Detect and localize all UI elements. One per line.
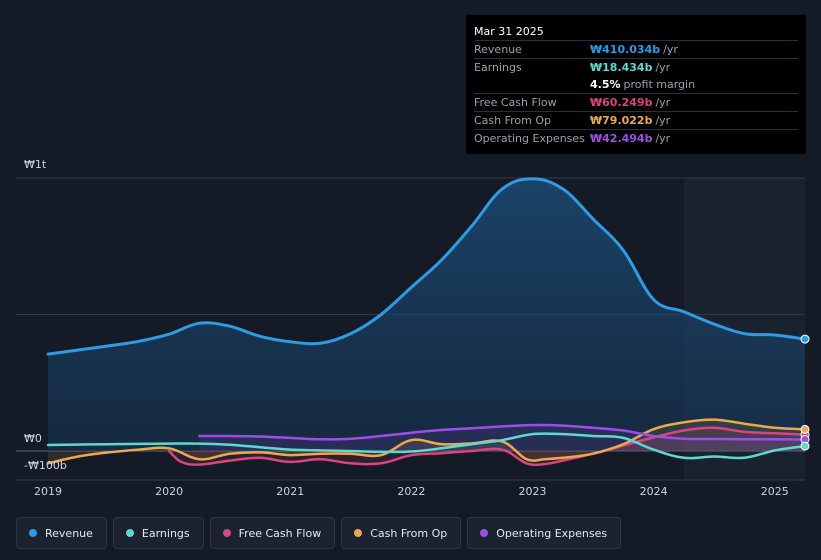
- legend-label: Earnings: [141, 526, 190, 540]
- x-tick-label: 2023: [518, 485, 546, 498]
- y-tick-label: -₩100b: [24, 459, 67, 472]
- tooltip-label: Free Cash Flow: [474, 96, 557, 109]
- legend-label: Operating Expenses: [496, 526, 608, 540]
- legend-item-operating-expenses[interactable]: Operating Expenses: [467, 517, 622, 549]
- y-tick-label: ₩0: [24, 432, 42, 445]
- profit-margin-label: profit margin: [623, 78, 696, 91]
- operating-expenses-area: [199, 425, 805, 451]
- tooltip-value: ₩79.022b: [590, 114, 653, 127]
- tooltip-row-operating-expenses: Operating Expenses ₩42.494b /yr: [474, 129, 798, 147]
- x-tick-label: 2021: [276, 485, 304, 498]
- tooltip-label: Cash From Op: [474, 114, 552, 127]
- revenue-area: [48, 178, 805, 452]
- tooltip-row-free-cash-flow: Free Cash Flow ₩60.249b /yr: [474, 93, 798, 111]
- legend-label: Free Cash Flow: [238, 526, 322, 540]
- chart-legend: Revenue Earnings Free Cash Flow Cash Fro…: [16, 517, 622, 549]
- earnings-dot-icon: [125, 529, 134, 537]
- tooltip-value: ₩410.034b: [590, 43, 661, 56]
- tooltip-unit: /yr: [655, 132, 671, 145]
- free-cash-flow-area: [169, 427, 806, 465]
- x-tick-label: 2025: [761, 485, 789, 498]
- tooltip-row-cash-from-op: Cash From Op ₩79.022b /yr: [474, 111, 798, 129]
- free-cash-flow-line: [167, 426, 807, 467]
- tooltip-date: Mar 31 2025: [474, 25, 544, 38]
- cash-from-op-line: [46, 418, 807, 465]
- tooltip-label: Revenue: [474, 43, 522, 56]
- cash-from-op-end-marker: [800, 424, 810, 434]
- cash-from-op-dot-icon: [354, 529, 363, 537]
- revenue-line: [46, 177, 807, 356]
- y-tick-label: ₩1t: [24, 158, 47, 171]
- tooltip-label: Earnings: [474, 61, 522, 74]
- legend-label: Revenue: [45, 526, 93, 540]
- earnings-line: [46, 432, 807, 460]
- earnings-end-marker: [800, 441, 810, 451]
- tooltip-value: ₩18.434b: [590, 61, 653, 74]
- x-tick-label: 2024: [640, 485, 668, 498]
- revenue-dot-icon: [29, 529, 37, 537]
- x-tick-label: 2022: [397, 485, 425, 498]
- tooltip-unit: /yr: [663, 43, 678, 56]
- tooltip-value: ₩42.494b: [590, 132, 653, 145]
- legend-item-earnings[interactable]: Earnings: [112, 517, 204, 549]
- legend-item-cash-from-op[interactable]: Cash From Op: [341, 517, 462, 549]
- revenue-end-marker: [800, 334, 810, 344]
- x-tick-label: 2020: [155, 485, 183, 498]
- tooltip-unit: /yr: [655, 114, 671, 127]
- legend-item-free-cash-flow[interactable]: Free Cash Flow: [209, 517, 336, 549]
- operating-expenses-line: [198, 423, 807, 441]
- tooltip-unit: /yr: [655, 61, 671, 74]
- tooltip-value: ₩60.249b: [590, 96, 653, 109]
- tooltip-row-earnings: Earnings ₩18.434b /yr: [474, 58, 798, 76]
- free-cash-flow-dot-icon: [222, 529, 231, 537]
- chart-tooltip: Mar 31 2025 Revenue ₩410.034b /yr Earnin…: [466, 15, 806, 154]
- tooltip-row-revenue: Revenue ₩410.034b /yr: [474, 40, 798, 58]
- legend-item-revenue[interactable]: Revenue: [16, 517, 107, 549]
- operating-expenses-dot-icon: [480, 529, 489, 537]
- profit-margin-value: 4.5%: [590, 78, 621, 91]
- tooltip-label: Operating Expenses: [474, 132, 585, 145]
- tooltip-row-profit-margin: 4.5% profit margin: [474, 76, 798, 93]
- legend-label: Cash From Op: [370, 526, 448, 540]
- tooltip-unit: /yr: [655, 96, 671, 109]
- x-tick-label: 2019: [34, 485, 62, 498]
